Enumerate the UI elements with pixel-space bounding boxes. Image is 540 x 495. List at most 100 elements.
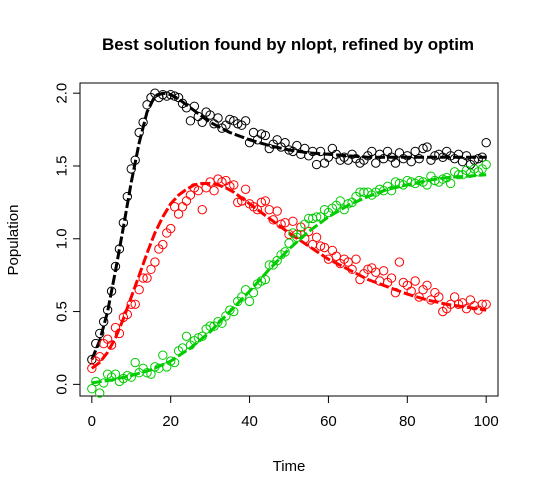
data-point (378, 266, 389, 276)
data-point (382, 146, 393, 157)
data-point (142, 273, 152, 283)
data-point (110, 369, 121, 379)
x-tick-label: 0 (88, 413, 96, 430)
data-point (252, 204, 263, 215)
x-axis: 0 20 40 60 80 100 (88, 395, 499, 430)
data-point (438, 174, 448, 184)
data-point (280, 247, 290, 257)
series-red (87, 174, 491, 374)
data-point (256, 197, 267, 208)
data-point (197, 204, 207, 215)
data-point (422, 142, 432, 152)
data-point (158, 350, 168, 360)
data-point (414, 154, 424, 164)
data-point (87, 363, 97, 374)
fit-line-green (91, 173, 487, 385)
x-axis-label: Time (273, 458, 306, 475)
data-point (213, 113, 223, 123)
y-tick-label: 0.0 (54, 374, 71, 395)
data-point (185, 190, 196, 200)
data-point (158, 239, 168, 250)
series-green (87, 159, 491, 398)
data-point (233, 197, 243, 208)
data-point (177, 202, 188, 212)
data-point (343, 199, 353, 209)
data-point (95, 388, 105, 398)
chart-title: Best solution found by nlopt, refined by… (102, 35, 474, 54)
data-point (284, 238, 294, 248)
data-point (414, 292, 424, 302)
data-point (481, 159, 491, 170)
data-point (169, 202, 180, 212)
x-tick-label: 20 (162, 413, 179, 430)
data-point (311, 212, 322, 222)
data-point (410, 276, 420, 286)
data-point (386, 273, 397, 283)
data-point (185, 116, 196, 126)
x-tick-label: 100 (474, 413, 499, 430)
fit-line-red (90, 182, 487, 370)
data-point (173, 209, 184, 219)
data-point (453, 170, 464, 180)
y-axis-label: Population (5, 205, 22, 276)
data-point (351, 254, 361, 264)
data-point (213, 317, 223, 327)
data-point (292, 140, 302, 151)
data-point (288, 216, 298, 227)
data-point (307, 146, 318, 157)
data-point (449, 292, 460, 302)
data-point (225, 114, 235, 125)
data-point (473, 154, 483, 164)
data-point (422, 180, 432, 190)
data-point (355, 187, 365, 197)
data-point (465, 295, 476, 305)
data-point (315, 146, 326, 157)
data-point (327, 143, 338, 154)
data-point (150, 257, 160, 267)
data-point (229, 180, 239, 190)
data-point (481, 299, 491, 309)
data-point (130, 299, 140, 309)
y-tick-label: 1.5 (54, 156, 71, 177)
data-point (130, 357, 140, 368)
data-point (138, 273, 148, 283)
x-tick-label: 80 (399, 413, 416, 430)
data-point (422, 280, 432, 291)
y-tick-label: 2.0 (54, 83, 71, 104)
x-tick-label: 60 (320, 413, 337, 430)
data-point (165, 356, 176, 366)
data-point (311, 159, 322, 170)
data-point (394, 257, 405, 267)
data-point (244, 296, 255, 307)
data-point (481, 137, 491, 148)
data-point (256, 129, 267, 139)
data-point (315, 241, 326, 251)
series-black (87, 88, 491, 365)
data-point (280, 137, 290, 148)
data-point (371, 158, 381, 168)
y-tick-label: 1.0 (54, 228, 71, 249)
data-point (264, 204, 274, 215)
data-point (181, 196, 192, 206)
data-point (477, 152, 487, 162)
data-point (106, 340, 117, 350)
x-tick-label: 40 (241, 413, 258, 430)
data-point (418, 143, 428, 154)
data-point (319, 158, 330, 168)
data-point (225, 305, 235, 315)
data-point (240, 116, 251, 126)
data-point (327, 245, 338, 256)
data-point (260, 196, 271, 206)
data-point (434, 292, 444, 302)
data-point (181, 331, 192, 342)
data-point (240, 184, 251, 194)
data-point (272, 206, 282, 216)
y-tick-label: 0.5 (54, 301, 71, 322)
data-point (87, 384, 97, 394)
data-point (146, 264, 156, 275)
fit-line-black (90, 91, 487, 361)
data-point (445, 178, 456, 189)
data-point (209, 186, 219, 196)
series-layer (87, 88, 491, 398)
